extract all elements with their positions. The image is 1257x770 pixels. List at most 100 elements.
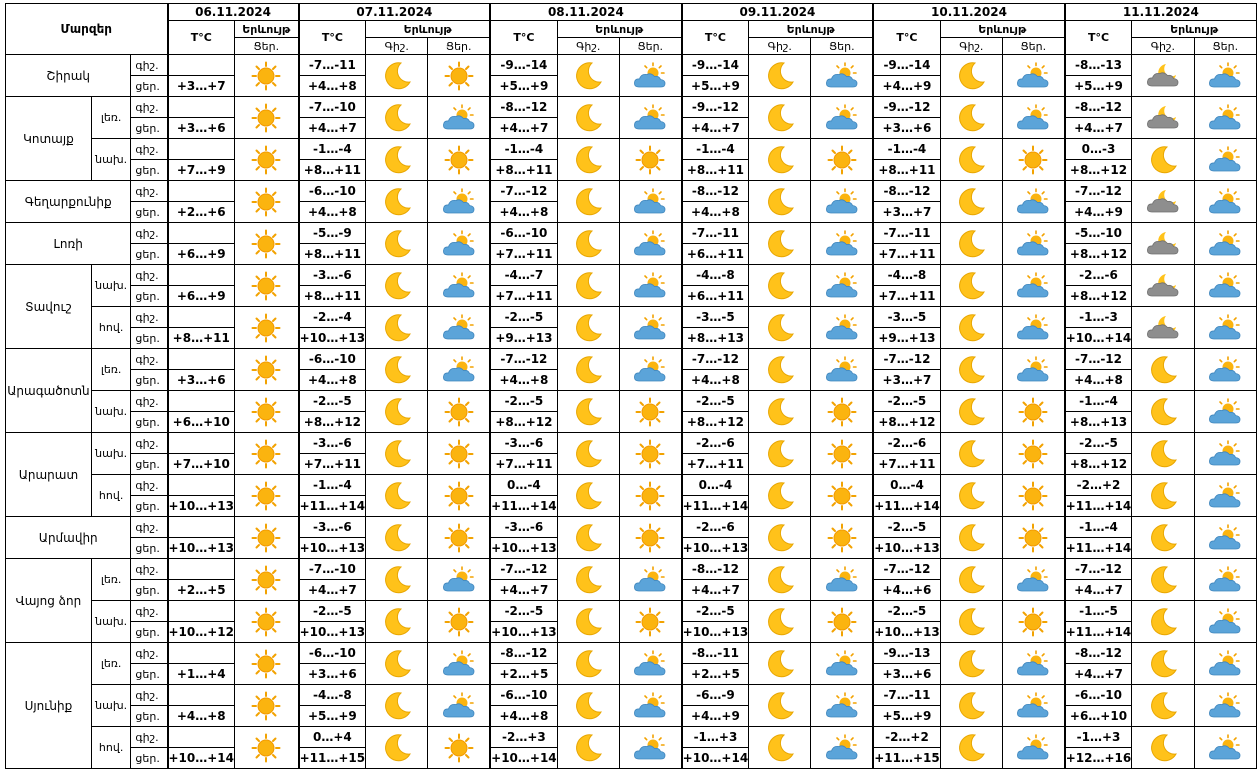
moon-icon: [941, 606, 1001, 638]
temperature-cell: -1…+3: [1063, 726, 1133, 748]
temperature-cell: +3…+6: [872, 117, 941, 139]
table-row: նախ. գիշ. -2…-5 -2…-5 -2…-5 -2…-5 -1…-4: [6, 390, 1257, 433]
icon-cell: [556, 222, 620, 265]
table-row: Լոռի գիշ. -5…-9 -6…-10 -7…-11 -7…-11 -5…-10: [4, 222, 1257, 265]
moon-icon: [750, 480, 810, 512]
date-header: 07.11.2024: [297, 3, 491, 21]
sun-icon: [1003, 523, 1063, 553]
temperature-cell: -2…-5: [680, 390, 750, 412]
temp-header: T°C: [166, 20, 236, 55]
sun-cloud-icon: [1003, 691, 1063, 720]
temperature-cell: +4…+9: [1063, 201, 1133, 223]
sun-icon: [1003, 145, 1063, 175]
moon-icon: [750, 312, 810, 344]
temperature-cell: +6…+11: [680, 243, 750, 265]
table-row: հով. գիշ. 0…+4 -2…+3 -1…+3 -2…+2 -1…+3: [6, 726, 1257, 769]
table-row: Կոտայք լեռ. գիշ. -7…-10 -8…-12 -9…-12 -9…-12 -8…: [5, 96, 1257, 181]
temperature-cell: -3…-6: [489, 432, 558, 454]
icon-cell: [748, 600, 812, 643]
moon-icon: [750, 438, 810, 470]
icon-cell: [427, 264, 491, 307]
icon-cell: [234, 642, 300, 685]
region-name: Կոտայք: [5, 96, 92, 181]
icon-cell: [1193, 138, 1257, 181]
temperature-cell: -2…-5: [872, 516, 941, 538]
temperature-cell: +7…+11: [297, 453, 367, 475]
moon-icon: [1133, 648, 1193, 680]
temperature-cell: +7…+10: [166, 453, 236, 475]
temperature-cell: +5…+9: [489, 75, 558, 97]
sun-icon: [1003, 397, 1063, 427]
icon-cell: [810, 642, 874, 685]
icon-cell: [748, 222, 812, 265]
icon-cell: [748, 264, 812, 307]
icon-cell: [427, 306, 491, 349]
icon-cell: [1131, 348, 1195, 391]
table-row: Վայոց ձոր լեռ. գիշ. -7…-10 -7…-12 -8…-12 -7…-1…: [5, 558, 1257, 643]
icon-cell: [427, 390, 491, 433]
icon-cell: [618, 348, 683, 391]
temperature-cell: -3…-6: [297, 264, 367, 286]
temperature-cell: +5…+9: [297, 705, 367, 727]
sun-cloud-icon: [429, 565, 489, 594]
region-name: Տավուշ: [5, 264, 92, 349]
icon-cell: [1193, 96, 1257, 139]
moon-icon: [941, 648, 1001, 680]
icon-cell: [618, 96, 683, 139]
moon-icon: [941, 354, 1001, 386]
sun-cloud-icon: [1195, 649, 1255, 678]
moon-icon: [558, 102, 618, 134]
moon-icon: [1133, 606, 1193, 638]
moon-icon: [367, 144, 427, 176]
temperature-cell: +6…+10: [166, 411, 236, 433]
time-of-day-label: ցեր.: [130, 705, 168, 727]
icon-cell: [427, 642, 491, 685]
temperature-cell: +5…+9: [872, 705, 941, 727]
temperature-cell: -1…-4: [489, 138, 558, 160]
icon-cell: [556, 432, 620, 475]
icon-cell: [748, 558, 812, 601]
moon-icon: [750, 102, 810, 134]
temperature-cell: +2…+6: [166, 201, 236, 223]
icon-cell: [365, 138, 429, 181]
cloud-moon-icon: [1133, 104, 1193, 132]
icon-cell: [365, 180, 429, 223]
sun-cloud-icon: [1195, 691, 1255, 720]
temperature-cell: -1…-4: [1063, 390, 1133, 412]
time-of-day-label: ցեր.: [130, 537, 168, 559]
temperature-cell: +4…+6: [872, 579, 941, 601]
time-of-day-label: ցեր.: [130, 495, 168, 517]
sun-icon: [620, 607, 680, 637]
region-name: Շիրակ: [4, 54, 132, 97]
icon-cell: [618, 600, 683, 643]
sun-cloud-icon: [812, 649, 872, 678]
temperature-cell: +4…+8: [680, 369, 750, 391]
table-row: ցեր. +3…+6 +4…+8 +4…+8 +4…+8 +3…+7 +4…+8: [6, 369, 1257, 391]
icon-cell: [234, 432, 300, 475]
moon-icon: [941, 480, 1001, 512]
sun-icon: [236, 145, 298, 175]
day-header: Ցեր.: [234, 37, 300, 55]
moon-icon: [367, 480, 427, 512]
sun-cloud-icon: [1003, 229, 1063, 258]
moon-icon: [558, 732, 618, 764]
sun-icon: [236, 565, 298, 595]
moon-icon: [558, 144, 618, 176]
moon-icon: [558, 522, 618, 554]
icon-cell: [556, 138, 620, 181]
icon-cell: [748, 96, 812, 139]
table-row: ցեր. +3…+6 +4…+7 +4…+7 +4…+7 +3…+6 +4…+7: [6, 117, 1257, 139]
time-of-day-label: գիշ.: [130, 642, 168, 664]
icon-cell: [618, 474, 683, 517]
icon-cell: [1001, 432, 1066, 475]
cloud-moon-icon: [1133, 62, 1193, 90]
temperature-cell: +8…+12: [1063, 453, 1133, 475]
temperature-cell: +3…+7: [872, 201, 941, 223]
temperature-cell: -1…+3: [680, 726, 750, 748]
icon-cell: [1131, 390, 1195, 433]
sun-cloud-icon: [1195, 607, 1255, 636]
sun-icon: [236, 271, 298, 301]
icon-cell: [556, 558, 620, 601]
temperature-cell: +8…+11: [297, 159, 367, 181]
temperature-cell: +10…+14: [680, 747, 750, 769]
